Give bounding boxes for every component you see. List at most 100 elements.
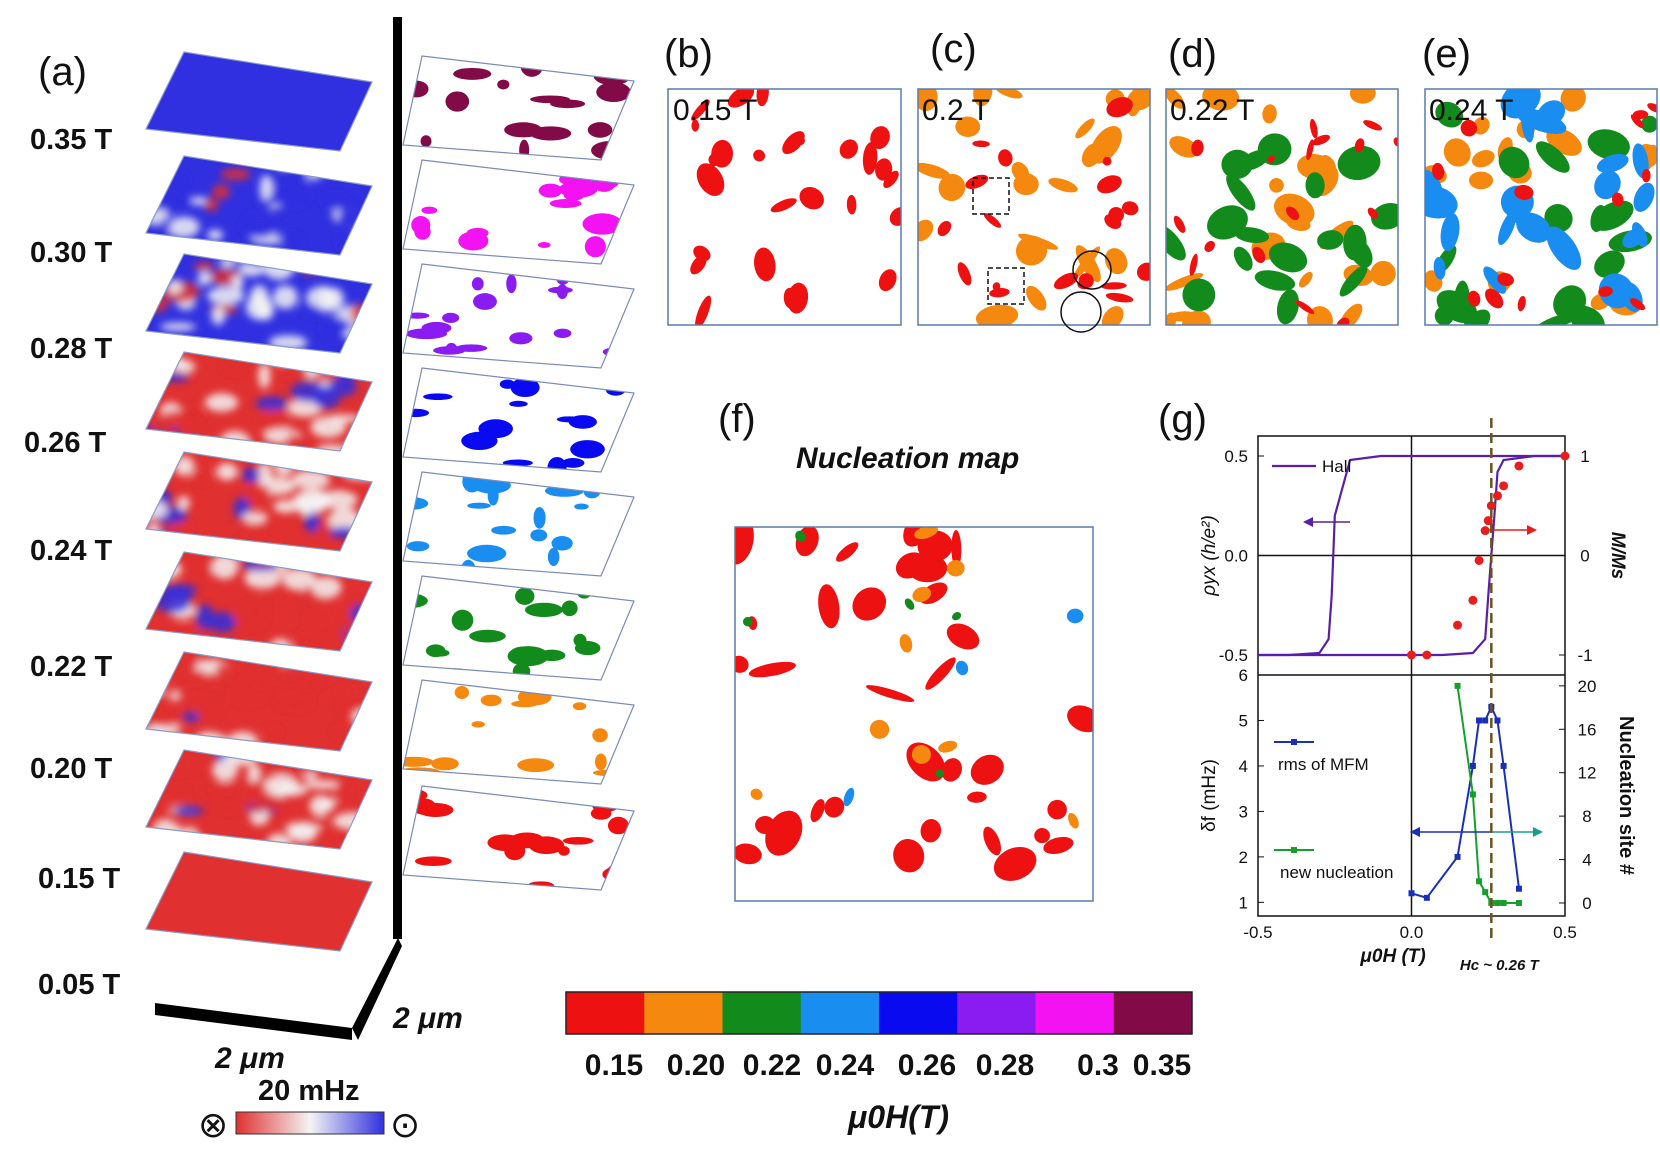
domain-blob — [553, 328, 572, 338]
domain-blob — [937, 220, 952, 237]
domain-blob — [782, 131, 805, 155]
hall-loop-line — [1258, 454, 1565, 657]
domain-blob — [480, 694, 502, 707]
rms-mfm-point — [1482, 717, 1489, 724]
domain-blob — [1363, 120, 1383, 131]
domain-blob — [1306, 139, 1314, 161]
magnetization-point — [1422, 650, 1432, 660]
domain-blob — [562, 836, 594, 845]
domain-blob — [1544, 204, 1573, 233]
y-tick-label: 2 — [1239, 848, 1248, 867]
mfm-texture-blob — [166, 835, 206, 849]
magnetization-point — [1483, 516, 1493, 526]
mfm-texture-blob — [168, 356, 186, 372]
domain-blob — [549, 198, 582, 208]
domain-blob — [1101, 306, 1124, 325]
mfm-texture-blob — [281, 243, 303, 255]
mfm-texture-blob — [309, 795, 332, 817]
mfm-texture-blob — [250, 284, 269, 307]
into-page-symbol: ⊗ — [198, 1104, 228, 1145]
mfm-texture-blob — [215, 786, 244, 813]
nucleation-marker-box-2 — [987, 267, 1025, 305]
domain-blob — [510, 377, 540, 398]
domain-blob — [1295, 300, 1315, 315]
domain-blob — [1191, 139, 1204, 157]
mfm-texture-blob — [299, 675, 322, 690]
y2-tick-label: 1 — [1580, 447, 1589, 466]
domain-blob — [601, 681, 634, 701]
mfm-texture-blob — [215, 662, 231, 680]
domain-blob — [1535, 311, 1581, 325]
domain-blob — [1483, 266, 1507, 294]
mfm-texture-blob — [163, 372, 189, 383]
colorbar-segment-1 — [644, 992, 723, 1034]
domain-blob — [538, 183, 563, 198]
mfm-texture-blob — [231, 678, 267, 705]
domain-blob — [607, 816, 629, 835]
domain-blob — [1546, 226, 1582, 270]
field-label-7: 0.15 T — [38, 863, 120, 895]
domain-blob — [756, 89, 769, 107]
mfm-texture-blob — [193, 261, 215, 271]
domain-blob — [1166, 224, 1186, 261]
domain-blob — [1367, 207, 1378, 219]
domain-blob — [561, 600, 578, 617]
domain-blob — [405, 328, 448, 340]
mfm-texture-blob — [326, 168, 340, 178]
nucleation-site-015 — [983, 826, 1002, 856]
y-axis-title-bottom: δf (mHz) — [1199, 759, 1220, 832]
domain-blob — [1189, 253, 1198, 276]
domain-blob — [1630, 114, 1644, 129]
mfm-slab-outline-3 — [145, 351, 373, 452]
domain-blob — [454, 68, 478, 78]
domain-blob — [770, 198, 797, 213]
colorbar-segment-0 — [566, 992, 645, 1034]
domain-blob — [499, 379, 516, 389]
domain-blob — [406, 541, 430, 552]
domain-blob — [1106, 97, 1133, 118]
domain-blob — [1498, 210, 1517, 246]
mfm-texture-blob — [336, 559, 352, 571]
y-tick-label: 0.0 — [1224, 547, 1248, 566]
mfm-texture-blob — [146, 552, 176, 562]
mfm-texture-blob — [241, 467, 261, 483]
domain-blob — [1166, 89, 1185, 109]
rms-mfm-point — [1423, 894, 1430, 901]
mfm-texture-blob — [157, 194, 196, 207]
nucleation-site-015 — [818, 584, 840, 629]
mfm-texture-blob — [219, 430, 251, 451]
domain-blob — [491, 525, 517, 535]
y2-tick-label: 20 — [1578, 677, 1597, 696]
mfm-texture-blob — [162, 786, 189, 802]
domain-blob — [1234, 227, 1269, 244]
mfm-texture-blob — [335, 453, 368, 474]
domain-blob — [1204, 240, 1215, 252]
mfm-texture-blob — [322, 490, 358, 509]
domain-blob — [975, 304, 1019, 325]
domain-blob — [471, 721, 485, 728]
nucleation-site-022 — [742, 617, 753, 627]
colorbar-segment-6 — [1035, 992, 1115, 1034]
mfm-texture-blob — [169, 523, 192, 532]
mfm-texture-blob — [273, 499, 300, 513]
mfm-texture-blob — [310, 416, 346, 438]
base-edge-side — [352, 938, 402, 1040]
nucleation-site-015 — [951, 530, 962, 568]
nucleation-site-020 — [899, 634, 913, 653]
mfm-texture-blob — [157, 254, 184, 263]
nucleation-site-020 — [938, 740, 958, 753]
field-label-5: 0.22 T — [30, 651, 112, 683]
domain-blob — [556, 284, 568, 300]
domain-blob — [421, 206, 438, 214]
mfm-slab-outline-2 — [145, 253, 373, 354]
domain-blob — [1048, 177, 1078, 193]
mfm-texture-blob — [263, 774, 298, 797]
mfm-texture-blob — [190, 470, 213, 483]
legend-hall-label: Hall — [1322, 457, 1351, 476]
y-tick-label: 6 — [1239, 666, 1248, 685]
domain-blob — [1097, 175, 1122, 194]
snapshot-c-field: 0.2 T — [922, 94, 990, 127]
y2-tick-label: -1 — [1577, 646, 1592, 665]
domain-blob — [1182, 278, 1216, 312]
snapshot-d-frame — [1165, 88, 1399, 326]
